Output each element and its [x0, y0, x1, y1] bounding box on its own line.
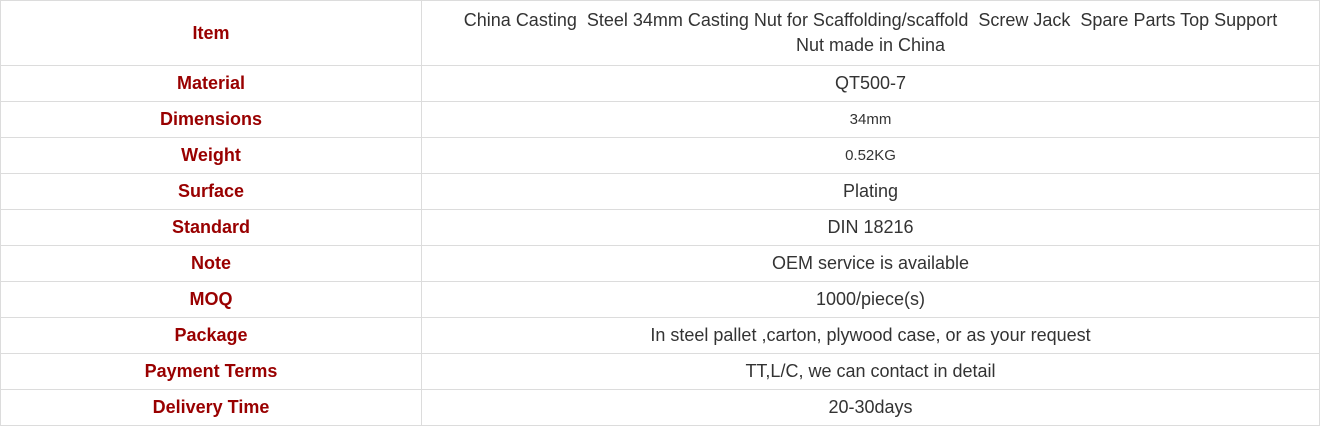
spec-row: Surface Plating [0, 173, 1320, 210]
spec-row: Delivery Time 20-30days [0, 389, 1320, 426]
spec-row: Package In steel pallet ,carton, plywood … [0, 317, 1320, 354]
spec-value: 34mm [421, 101, 1320, 138]
spec-row: Item China Casting Steel 34mm Casting Nut… [0, 0, 1320, 66]
spec-value: In steel pallet ,carton, plywood case, o… [421, 317, 1320, 354]
spec-key: MOQ [0, 281, 422, 318]
spec-value: Plating [421, 173, 1320, 210]
spec-value: DIN 18216 [421, 209, 1320, 246]
spec-row: Weight 0.52KG [0, 137, 1320, 174]
spec-key: Material [0, 65, 422, 102]
spec-key: Note [0, 245, 422, 282]
spec-key: Standard [0, 209, 422, 246]
spec-key: Delivery Time [0, 389, 422, 426]
spec-row: Dimensions 34mm [0, 101, 1320, 138]
spec-row: MOQ 1000/piece(s) [0, 281, 1320, 318]
spec-key: Weight [0, 137, 422, 174]
spec-key: Payment Terms [0, 353, 422, 390]
spec-value: OEM service is available [421, 245, 1320, 282]
spec-value: 20-30days [421, 389, 1320, 426]
spec-row: Standard DIN 18216 [0, 209, 1320, 246]
spec-row: Material QT500-7 [0, 65, 1320, 102]
spec-key: Package [0, 317, 422, 354]
spec-value: 1000/piece(s) [421, 281, 1320, 318]
spec-row: Payment Terms TT,L/C, we can contact in d… [0, 353, 1320, 390]
spec-key: Surface [0, 173, 422, 210]
spec-value: 0.52KG [421, 137, 1320, 174]
spec-key: Item [0, 0, 422, 66]
spec-key: Dimensions [0, 101, 422, 138]
spec-row: Note OEM service is available [0, 245, 1320, 282]
spec-value: QT500-7 [421, 65, 1320, 102]
spec-value: TT,L/C, we can contact in detail [421, 353, 1320, 390]
spec-value: China Casting Steel 34mm Casting Nut for… [421, 0, 1320, 66]
